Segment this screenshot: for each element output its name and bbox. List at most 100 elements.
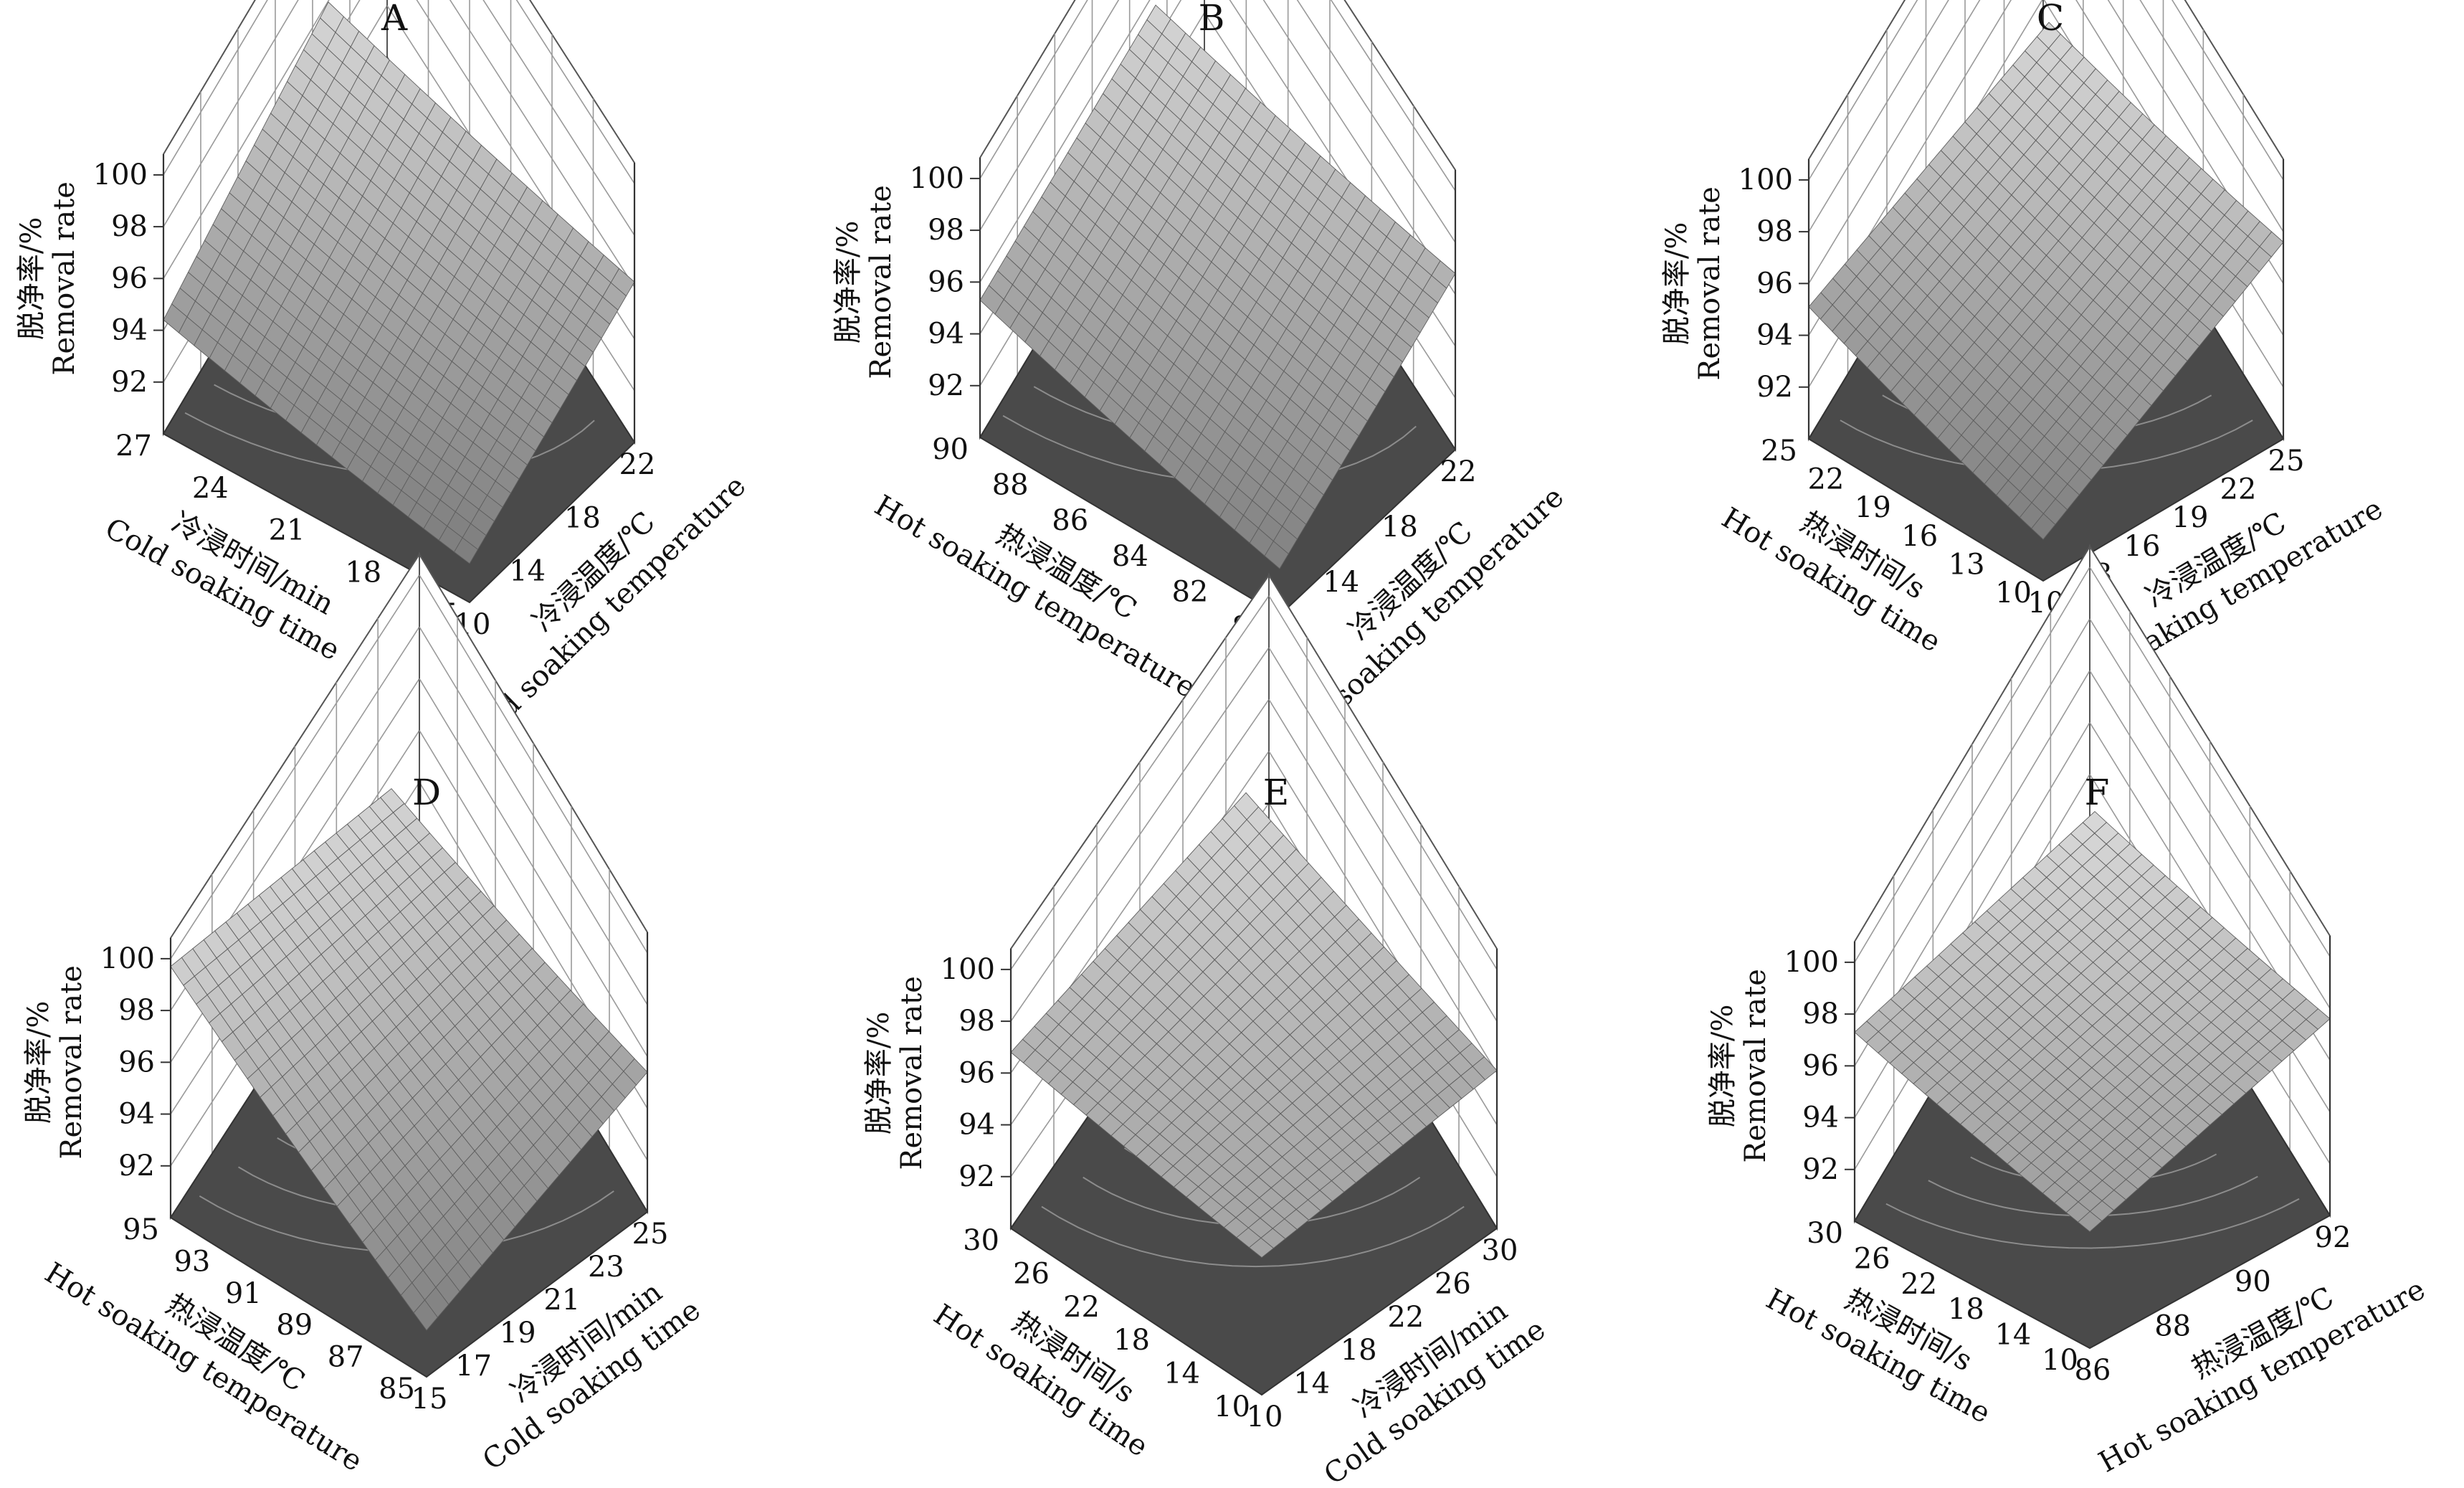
z-tick-label: 100 — [100, 942, 155, 975]
left-axis-tick-label: 90 — [932, 433, 969, 466]
wall-gridline — [1268, 595, 1498, 970]
left-axis-tick-label: 22 — [1063, 1291, 1100, 1324]
surface-cell — [454, 537, 479, 564]
z-tick-label: 96 — [928, 265, 964, 298]
response-surface — [1808, 22, 2284, 540]
left-axis-tick-label: 30 — [963, 1224, 999, 1257]
panel-title: D — [412, 772, 441, 813]
z-axis-title-cn: 脱净率/% — [15, 217, 48, 340]
left-axis-tick-label: 18 — [1948, 1293, 1984, 1326]
z-axis-title-cn: 脱净率/% — [22, 1001, 55, 1124]
right-axis-tick-label: 92 — [2315, 1221, 2351, 1254]
right-axis-tick-label: 26 — [1435, 1267, 1471, 1300]
z-tick-label: 98 — [1802, 997, 1839, 1030]
wall-gridline — [163, 0, 330, 279]
contour-line — [1041, 1205, 1465, 1268]
left-axis-tick-label: 26 — [1013, 1257, 1050, 1290]
wall-gridline — [1296, 0, 1456, 243]
chart-panel-c: 92 94 96 98 100 脱净率/% Removal rate 25 22 19 16 13 10… — [1660, 0, 2389, 714]
right-axis-tick-label: 14 — [509, 555, 546, 588]
z-axis-title-en: Removal rate — [48, 181, 81, 375]
wall-gridline — [1808, 0, 1949, 232]
left-axis-tick-label: 24 — [192, 472, 229, 505]
right-axis-tick-label: 23 — [588, 1251, 624, 1284]
z-tick-label: 92 — [1802, 1153, 1839, 1186]
z-axis-title-en: Removal rate — [55, 965, 88, 1159]
right-axis-tick-label: 25 — [632, 1218, 669, 1251]
left-axis-tick-label: 82 — [1171, 575, 1208, 608]
right-axis-tick-label: 18 — [1381, 511, 1418, 544]
right-axis-tick-label: 16 — [2124, 530, 2161, 563]
z-axis-title: 脱净率/% Removal rate — [832, 185, 898, 379]
wall-gridline — [1330, 0, 1456, 191]
z-tick-label: 92 — [928, 369, 964, 402]
wall-gridline — [2089, 567, 2331, 957]
z-tick-label: 94 — [111, 314, 148, 347]
left-axis-tick-label: 14 — [1164, 1357, 1200, 1390]
left-axis-tick-label: 10 — [1995, 577, 2032, 610]
z-tick-label: 96 — [1756, 267, 1793, 300]
z-tick-label: 100 — [93, 158, 148, 191]
z-axis-title-en: Removal rate — [865, 185, 898, 379]
z-tick-label: 96 — [111, 262, 148, 295]
wall-gridline — [163, 0, 268, 176]
z-tick-label: 94 — [1756, 319, 1793, 352]
right-axis-tick-label: 18 — [564, 501, 601, 534]
right-axis-tick-label: 18 — [1341, 1334, 1377, 1367]
right-axis-tick-label: 19 — [500, 1317, 536, 1350]
left-axis-tick-label: 91 — [225, 1277, 262, 1310]
left-axis-tick-label: 16 — [1901, 520, 1938, 553]
wall-gridline — [170, 574, 420, 959]
wall-gridline — [163, 0, 299, 227]
z-tick-label: 98 — [1756, 215, 1793, 248]
right-axis-tick-label: 17 — [455, 1350, 492, 1383]
z-axis-title: 脱净率/% Removal rate — [1660, 186, 1726, 380]
panel-title: C — [2037, 0, 2064, 39]
z-tick-label: 100 — [1784, 946, 1839, 979]
panel-title: A — [381, 0, 408, 39]
chart-panel-d: 92 94 96 98 100 脱净率/% Removal rate 95 93 91 89 87 85… — [22, 551, 707, 1478]
right-axis-tick-label: 10 — [1247, 1401, 1283, 1433]
wall-gridline — [2089, 618, 2331, 1009]
wall-gridline — [419, 626, 648, 1005]
wall-gridline — [1010, 647, 1270, 1022]
left-axis-tick-label: 84 — [1112, 540, 1148, 573]
wall-gridline — [1268, 698, 1498, 1074]
wall-gridline — [979, 0, 1088, 179]
left-axis-tick-label: 21 — [269, 514, 305, 547]
right-axis-tick-label: 19 — [2172, 501, 2209, 534]
wall-gridline — [1010, 595, 1270, 970]
left-axis-tick-label: 26 — [1854, 1242, 1890, 1275]
left-axis-tick-label: 89 — [276, 1309, 313, 1342]
left-axis-tick-label: 86 — [1052, 504, 1088, 537]
z-tick-label: 92 — [959, 1160, 995, 1193]
z-tick-label: 98 — [959, 1005, 995, 1038]
left-axis-tick-label: 13 — [1949, 548, 1985, 581]
z-tick-label: 98 — [111, 210, 148, 243]
z-tick-label: 94 — [118, 1098, 155, 1131]
wall-gridline — [1808, 0, 1918, 181]
panel-title: E — [1263, 772, 1290, 813]
z-tick-label: 94 — [1802, 1101, 1839, 1134]
panel-title: F — [2085, 772, 2110, 813]
z-tick-label: 94 — [959, 1109, 995, 1142]
left-axis-tick-label: 30 — [1807, 1217, 1843, 1250]
z-tick-label: 98 — [118, 994, 155, 1027]
wall-gridline — [515, 0, 635, 184]
left-axis-tick-label: 25 — [1761, 435, 1797, 468]
z-axis-title-en: Removal rate — [1739, 969, 1772, 1162]
left-axis-tick-label: 87 — [328, 1341, 364, 1374]
wall-gridline — [482, 0, 635, 236]
z-tick-label: 94 — [928, 318, 964, 351]
contour-line — [1885, 1198, 2300, 1249]
wall-gridline — [979, 0, 1120, 231]
left-axis-tick-label: 10 — [2042, 1344, 2078, 1377]
z-tick-label: 96 — [118, 1046, 155, 1079]
z-axis-title: 脱净率/% Removal rate — [22, 965, 88, 1159]
z-tick-label: 100 — [1738, 164, 1793, 196]
z-axis-title-cn: 脱净率/% — [1660, 222, 1693, 345]
z-axis-title-cn: 脱净率/% — [1706, 1005, 1739, 1127]
chart-panel-e: 92 94 96 98 100 脱净率/% Removal rate 30 26 22 18 14 10… — [862, 572, 1551, 1488]
